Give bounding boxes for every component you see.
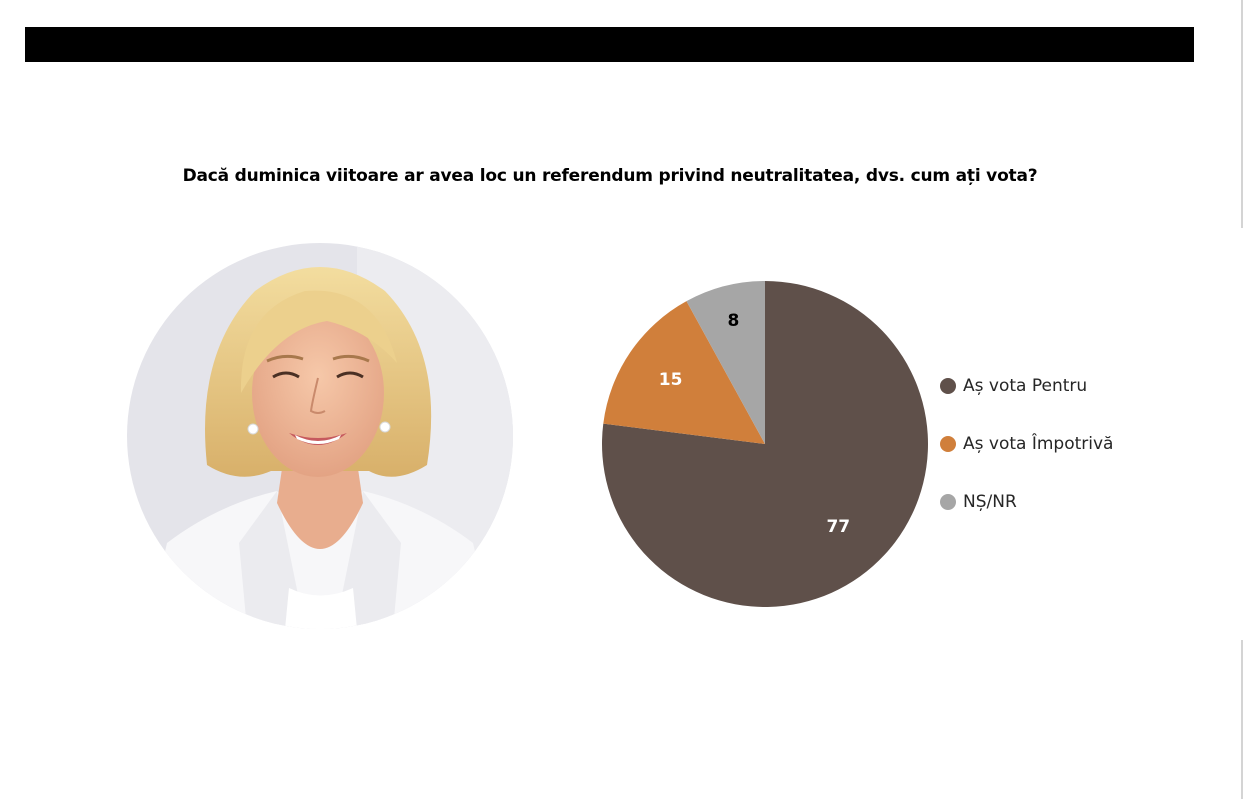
pie-slice — [686, 281, 765, 444]
legend-label: Aș vota Pentru — [963, 376, 1088, 396]
top-black-bar — [25, 27, 1194, 62]
chart-title: Dacă duminica viitoare ar avea loc un re… — [182, 166, 1038, 186]
legend-label: NȘ/NR — [963, 492, 1017, 512]
right-edge-line — [1241, 640, 1243, 799]
slice-value-label: 8 — [727, 311, 739, 331]
slice-value-label: 15 — [659, 370, 683, 390]
slice-value-label: 77 — [826, 517, 850, 537]
pie-chart: 77 15 8 — [602, 281, 928, 607]
legend-swatch — [940, 436, 956, 452]
legend-swatch — [940, 378, 956, 394]
portrait-photo — [127, 243, 513, 629]
chart-legend: Aș vota Pentru Aș vota Împotrivă NȘ/NR — [940, 372, 1113, 546]
right-edge-line — [1241, 0, 1243, 228]
legend-label: Aș vota Împotrivă — [963, 434, 1114, 454]
legend-item: Aș vota Pentru — [940, 372, 1113, 400]
pie-slice — [603, 301, 765, 444]
legend-item: Aș vota Împotrivă — [940, 430, 1113, 458]
legend-item: NȘ/NR — [940, 488, 1113, 516]
legend-swatch — [940, 494, 956, 510]
